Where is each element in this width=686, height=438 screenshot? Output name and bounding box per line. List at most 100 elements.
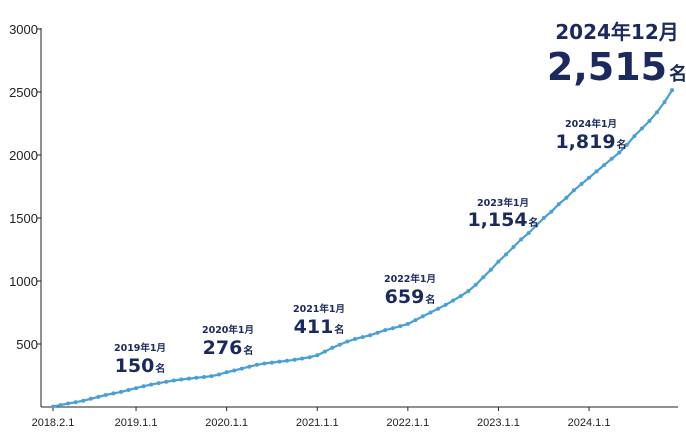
data-point xyxy=(617,150,622,155)
data-point xyxy=(179,377,184,382)
data-point xyxy=(473,282,478,287)
annotation-unit: 名 xyxy=(669,63,686,85)
annotation-unit: 名 xyxy=(243,344,253,357)
data-point xyxy=(383,328,388,333)
data-point xyxy=(398,324,403,329)
data-point xyxy=(534,223,539,228)
data-point xyxy=(624,142,629,147)
data-point xyxy=(511,245,516,249)
x-tick-label: 2021.1.1 xyxy=(296,417,339,429)
data-point xyxy=(164,379,169,384)
data-point xyxy=(587,175,591,180)
data-point xyxy=(571,188,576,193)
x-tick-label: 2024.1.1 xyxy=(568,417,611,429)
data-point xyxy=(541,216,546,220)
data-point xyxy=(247,364,252,369)
annotation-value: 1,154 xyxy=(467,209,527,231)
data-point xyxy=(81,398,86,403)
annotation-value: 1,819 xyxy=(555,131,615,153)
data-point xyxy=(488,267,493,272)
data-point xyxy=(436,306,441,311)
data-point xyxy=(285,358,289,363)
annotation-date: 2022年1月 xyxy=(384,273,436,285)
annotation-date: 2024年1月 xyxy=(565,118,617,130)
data-point xyxy=(655,110,659,115)
data-point xyxy=(141,384,146,389)
y-tick-label: 2000 xyxy=(9,148,38,163)
data-point xyxy=(526,231,531,236)
data-point xyxy=(353,337,357,341)
annotation-unit: 名 xyxy=(155,362,165,375)
data-point xyxy=(662,100,667,105)
data-point xyxy=(405,322,410,326)
data-point xyxy=(262,361,267,366)
annotation-unit: 名 xyxy=(529,216,539,229)
data-point xyxy=(224,370,229,375)
data-point xyxy=(239,366,244,371)
data-point xyxy=(58,403,63,408)
data-point xyxy=(119,389,123,394)
data-point xyxy=(609,156,614,161)
annotation-unit: 名 xyxy=(334,323,344,336)
data-point xyxy=(315,353,320,358)
data-point xyxy=(549,209,554,214)
annotation-value-group: 276名 xyxy=(203,337,254,359)
annotation-unit: 名 xyxy=(617,138,627,151)
data-point xyxy=(443,302,448,307)
data-point xyxy=(428,310,433,315)
data-point xyxy=(368,333,373,338)
data-point xyxy=(337,342,342,347)
data-point xyxy=(217,372,222,377)
data-point xyxy=(345,339,350,344)
annotation-2021-01: 2021年1月 411名 xyxy=(293,303,345,338)
data-point xyxy=(466,289,471,294)
annotation-value-group: 150名 xyxy=(115,355,166,377)
data-point xyxy=(556,202,561,207)
annotation-value-group: 1,154名 xyxy=(467,209,538,231)
y-axis-ticks: 500 1000 1500 2000 2500 3000 xyxy=(9,22,41,352)
data-point xyxy=(209,374,214,379)
annotation-value-group: 659名 xyxy=(385,286,436,308)
data-point xyxy=(156,381,161,386)
data-point xyxy=(126,388,131,392)
data-point xyxy=(458,294,463,299)
data-point xyxy=(322,349,327,354)
annotation-value-group: 411名 xyxy=(294,316,345,338)
y-tick-label: 500 xyxy=(16,337,38,352)
data-point xyxy=(186,376,191,381)
annotation-2024-01: 2024年1月 1,819名 xyxy=(555,118,626,153)
data-point xyxy=(269,360,274,365)
data-point xyxy=(149,382,154,387)
annotation-value-group: 1,819名 xyxy=(555,131,626,153)
y-tick-label: 2500 xyxy=(9,85,38,100)
data-point xyxy=(330,345,335,350)
data-point xyxy=(504,252,508,257)
data-point xyxy=(632,134,637,139)
data-point xyxy=(111,391,116,396)
x-tick-label: 2020.1.1 xyxy=(205,417,248,429)
data-point xyxy=(277,359,282,364)
series-points xyxy=(51,88,675,409)
data-point xyxy=(594,169,599,174)
data-point xyxy=(360,335,365,340)
data-point xyxy=(202,375,206,379)
data-point xyxy=(73,400,78,405)
x-tick-label: 2018.2.1 xyxy=(32,417,75,429)
data-point xyxy=(420,314,425,319)
data-point xyxy=(670,88,675,93)
data-point xyxy=(232,368,237,373)
data-point xyxy=(307,355,312,360)
annotation-value: 411 xyxy=(294,316,334,338)
annotation-2024-12: 2024年12月 2,515 名 xyxy=(547,20,686,89)
data-point xyxy=(171,378,176,383)
annotation-date: 2020年1月 xyxy=(202,324,254,336)
data-point xyxy=(300,356,305,361)
y-tick-label: 1000 xyxy=(9,274,38,289)
data-point xyxy=(51,404,55,409)
annotation-value: 659 xyxy=(385,286,425,308)
data-point xyxy=(579,182,584,186)
annotation-2019-01: 2019年1月 150名 xyxy=(114,342,166,377)
data-point xyxy=(194,375,199,380)
data-point xyxy=(451,298,456,303)
